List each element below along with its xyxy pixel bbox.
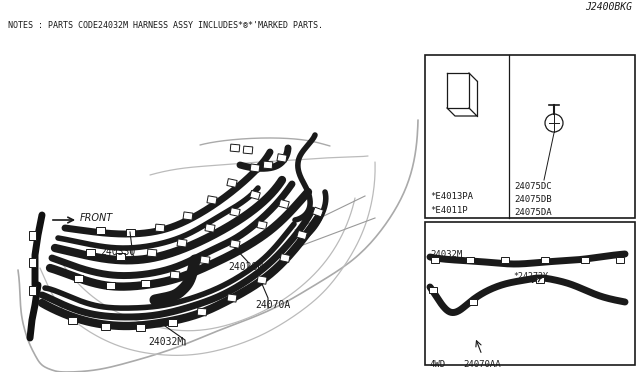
Text: 24033Q: 24033Q bbox=[100, 247, 135, 257]
Text: 24075DA: 24075DA bbox=[514, 208, 552, 217]
Text: 24028N: 24028N bbox=[228, 262, 263, 272]
Bar bbox=[141, 279, 150, 286]
Bar bbox=[425, 55, 635, 218]
Bar bbox=[200, 256, 210, 264]
Bar bbox=[230, 240, 240, 248]
Bar bbox=[86, 248, 95, 256]
Text: 24070A: 24070A bbox=[255, 300, 291, 310]
Text: 24075DC: 24075DC bbox=[514, 182, 552, 191]
Bar bbox=[469, 299, 477, 305]
Bar bbox=[106, 282, 115, 289]
Bar bbox=[207, 196, 217, 204]
Bar bbox=[425, 222, 635, 365]
Bar bbox=[429, 287, 437, 293]
Bar bbox=[136, 324, 145, 330]
Bar bbox=[250, 164, 260, 172]
Text: *E4013PA: *E4013PA bbox=[430, 192, 473, 201]
Text: 4WD: 4WD bbox=[430, 360, 446, 369]
Bar bbox=[74, 275, 83, 282]
Bar bbox=[168, 318, 177, 326]
Text: *E4011P: *E4011P bbox=[430, 206, 468, 215]
Bar bbox=[312, 207, 323, 217]
Bar bbox=[29, 231, 35, 240]
Bar bbox=[147, 249, 157, 257]
Bar bbox=[250, 190, 260, 199]
Bar bbox=[156, 224, 164, 232]
Bar bbox=[279, 199, 289, 209]
Bar bbox=[125, 228, 134, 235]
Bar bbox=[227, 294, 237, 302]
Text: J2400BKG: J2400BKG bbox=[585, 2, 632, 12]
Bar bbox=[501, 257, 509, 263]
Text: 24032M: 24032M bbox=[430, 250, 462, 259]
Text: 24032M: 24032M bbox=[148, 337, 183, 347]
Bar bbox=[243, 146, 253, 154]
Bar bbox=[257, 221, 267, 230]
Text: 24075DB: 24075DB bbox=[514, 195, 552, 204]
Bar bbox=[541, 257, 549, 263]
Bar bbox=[466, 257, 474, 263]
Bar bbox=[95, 227, 104, 234]
Bar bbox=[29, 285, 35, 295]
Bar bbox=[115, 253, 125, 260]
Text: *24272Y: *24272Y bbox=[513, 272, 548, 281]
Bar bbox=[230, 144, 240, 152]
Bar bbox=[536, 277, 544, 283]
Circle shape bbox=[545, 114, 563, 132]
Text: NOTES : PARTS CODE24032M HARNESS ASSY INCLUDES*®*'MARKED PARTS.: NOTES : PARTS CODE24032M HARNESS ASSY IN… bbox=[8, 21, 323, 30]
Bar bbox=[230, 208, 240, 217]
Bar bbox=[297, 231, 307, 240]
Bar bbox=[431, 257, 439, 263]
Bar bbox=[170, 271, 180, 279]
Bar bbox=[183, 212, 193, 220]
Bar bbox=[197, 308, 207, 316]
Bar bbox=[263, 161, 273, 169]
Bar bbox=[257, 276, 267, 284]
Bar bbox=[177, 239, 187, 247]
Bar bbox=[29, 257, 35, 266]
Bar bbox=[280, 254, 290, 262]
Bar bbox=[581, 257, 589, 263]
Bar bbox=[277, 154, 287, 162]
Bar bbox=[100, 323, 109, 330]
Text: 24070AA: 24070AA bbox=[463, 360, 500, 369]
Bar bbox=[616, 257, 624, 263]
Bar bbox=[227, 179, 237, 187]
Bar bbox=[67, 317, 77, 324]
Bar bbox=[205, 224, 215, 232]
Text: FRONT: FRONT bbox=[80, 213, 113, 223]
